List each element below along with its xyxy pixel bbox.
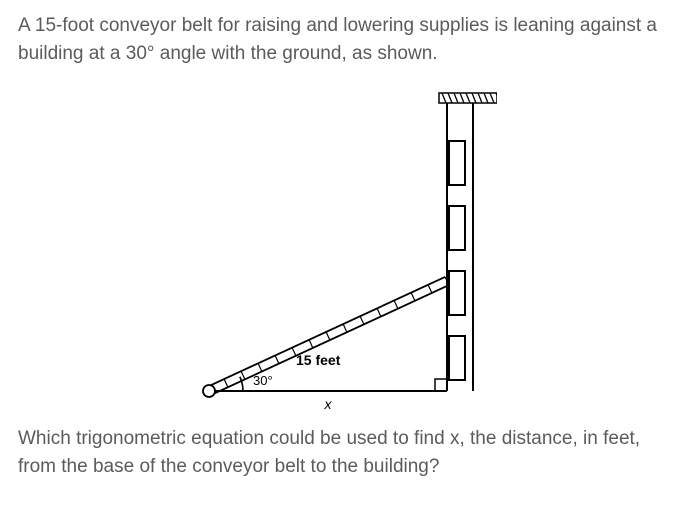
question-intro: A 15-foot conveyor belt for raising and … xyxy=(18,12,675,67)
svg-text:30°: 30° xyxy=(253,373,273,388)
conveyor-diagram: 15 feet 30° x xyxy=(197,81,497,411)
figure-container: 15 feet 30° x xyxy=(18,81,675,411)
svg-text:x: x xyxy=(323,396,332,411)
svg-text:15 feet: 15 feet xyxy=(296,352,341,368)
question-followup: Which trigonometric equation could be us… xyxy=(18,425,675,480)
